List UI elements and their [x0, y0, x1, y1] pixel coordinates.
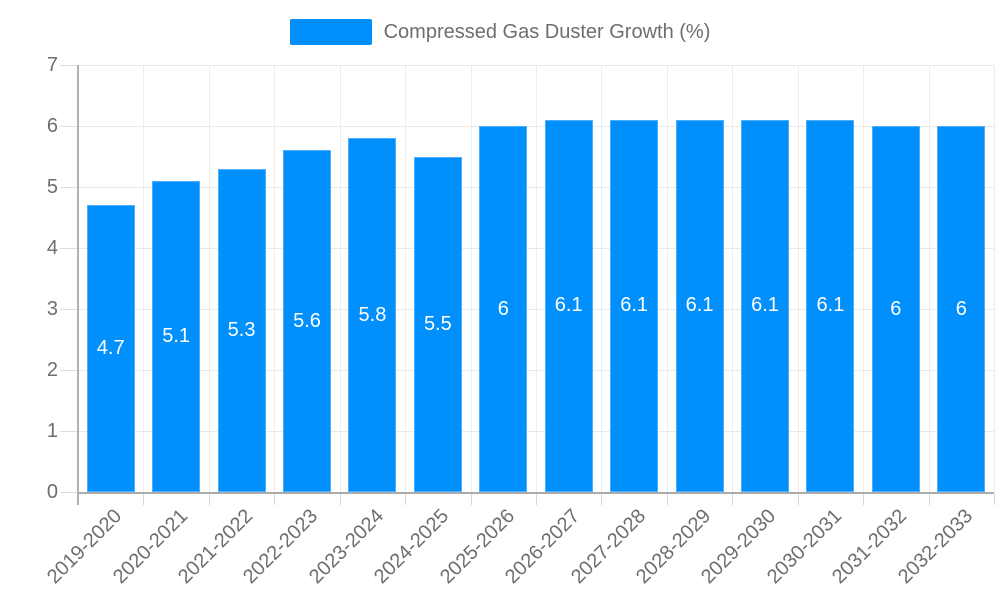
bar[interactable]: 5.8 — [348, 138, 397, 492]
x-gridline — [143, 65, 145, 492]
bar-value-label: 5.8 — [358, 303, 387, 326]
x-gridline — [797, 65, 799, 492]
bar-value-label: 6 — [497, 297, 509, 320]
y-axis-tick — [60, 370, 78, 371]
bar-value-label: 6.1 — [620, 294, 649, 317]
bar[interactable]: 5.5 — [413, 156, 462, 492]
y-axis-label: 7 — [46, 54, 58, 76]
x-axis-tick — [536, 494, 537, 505]
y-axis-label: 1 — [46, 420, 58, 442]
bar[interactable]: 6.1 — [675, 119, 724, 492]
x-axis-tick — [208, 494, 210, 505]
y-axis-tick — [60, 187, 78, 188]
x-gridline — [405, 65, 407, 492]
y-axis-label: 2 — [46, 359, 58, 381]
y-axis-label: 5 — [46, 176, 58, 198]
bar[interactable]: 6 — [479, 126, 528, 492]
x-gridline — [274, 65, 276, 492]
bar[interactable]: 6.1 — [741, 119, 789, 492]
bar[interactable]: 6.1 — [610, 119, 659, 492]
y-axis-label: 0 — [46, 481, 58, 503]
x-axis-tick — [143, 494, 145, 505]
bar-value-label: 5.1 — [162, 324, 191, 347]
bar-value-label: 6 — [955, 297, 967, 320]
x-gridline — [928, 65, 930, 492]
bar[interactable]: 4.7 — [86, 205, 135, 492]
y-axis-tick — [60, 309, 78, 310]
bar-value-label: 6.1 — [554, 294, 583, 317]
y-axis-label: 4 — [46, 237, 58, 259]
bar-value-label: 6.1 — [685, 294, 714, 317]
x-gridline — [536, 65, 537, 492]
bar-value-label: 6 — [890, 297, 902, 320]
y-axis-line — [77, 65, 79, 505]
bar[interactable]: 5.6 — [283, 150, 331, 492]
x-axis-tick — [863, 494, 865, 505]
x-gridline — [994, 65, 995, 492]
x-axis-tick — [470, 494, 472, 505]
x-axis-tick — [405, 494, 407, 505]
x-axis-tick — [666, 494, 668, 505]
bar[interactable]: 5.3 — [217, 168, 266, 492]
x-axis-tick — [994, 494, 995, 505]
x-gridline — [339, 65, 341, 492]
x-gridline — [208, 65, 210, 492]
legend-swatch — [289, 19, 372, 45]
bar[interactable]: 5.1 — [152, 180, 201, 492]
x-axis-tick — [732, 494, 734, 505]
bar[interactable]: 6 — [937, 126, 986, 492]
bar[interactable]: 6 — [871, 126, 920, 492]
bar[interactable]: 6.1 — [806, 119, 855, 492]
x-axis-tick — [274, 494, 276, 505]
x-gridline — [666, 65, 668, 492]
x-axis-tick — [601, 494, 603, 505]
bar[interactable]: 6.1 — [544, 119, 593, 492]
y-axis-tick — [60, 65, 78, 66]
x-gridline — [601, 65, 603, 492]
bar-value-label: 5.6 — [293, 309, 321, 332]
bar-value-label: 5.5 — [423, 312, 452, 335]
y-axis-tick — [60, 248, 78, 249]
legend-label: Compressed Gas Duster Growth (%) — [383, 20, 711, 43]
x-gridline — [470, 65, 472, 492]
bar-value-label: 5.3 — [227, 318, 256, 341]
x-axis-baseline — [78, 492, 994, 494]
x-axis-tick — [928, 494, 930, 505]
bar-value-label: 4.7 — [96, 337, 125, 360]
bar-value-label: 6.1 — [751, 294, 779, 317]
x-gridline — [732, 65, 734, 492]
y-axis-label: 3 — [46, 298, 58, 320]
x-gridline — [863, 65, 865, 492]
bar-value-label: 6.1 — [816, 294, 845, 317]
y-axis-label: 6 — [46, 115, 58, 137]
y-axis-tick — [60, 126, 78, 127]
y-axis-tick — [60, 492, 78, 493]
x-axis-tick — [797, 494, 799, 505]
y-axis-tick — [60, 431, 78, 432]
x-axis-tick — [339, 494, 341, 505]
chart-legend[interactable]: Compressed Gas Duster Growth (%) — [0, 19, 1000, 45]
